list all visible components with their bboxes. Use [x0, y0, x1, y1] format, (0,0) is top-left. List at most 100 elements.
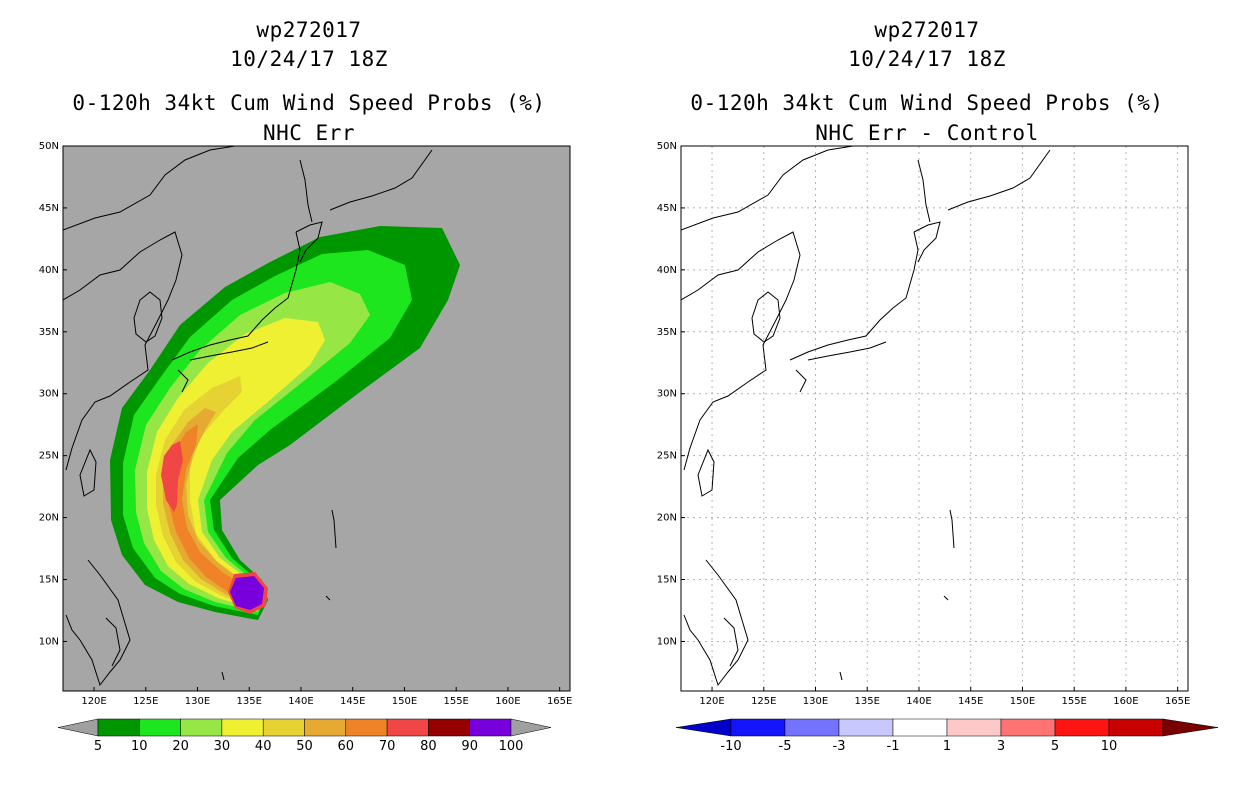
left-subtitle: NHC Err [262, 121, 355, 145]
colorbar-label: 5 [94, 739, 102, 754]
right-lon-label: 155E [1061, 696, 1086, 707]
left-map-frame [62, 145, 571, 692]
colorbar-label: 10 [131, 739, 148, 754]
right-date: 10/24/17 18Z [848, 47, 1006, 71]
left-lon-label: 155E [443, 696, 468, 707]
right-map-background [681, 146, 1188, 691]
colorbar-swatch [345, 718, 388, 737]
right-lat-label: 20N [657, 513, 677, 524]
diff-colorbar-label: 10 [1101, 739, 1118, 754]
colorbar-label: 100 [499, 739, 524, 754]
right-lon-label: 125E [751, 696, 776, 707]
diff-colorbar-label: 5 [1051, 739, 1059, 754]
diff-colorbar-swatch [730, 718, 786, 737]
colorbar-swatch [262, 718, 305, 737]
left-lon-label: 125E [133, 696, 158, 707]
right-colorbar: -10 -5 -3 -1 1 3 5 10 [675, 718, 1219, 754]
right-lon-label: 165E [1165, 696, 1190, 707]
colorbar-swatch [469, 718, 512, 737]
right-lat-label: 45N [657, 203, 677, 214]
colorbar-swatch [180, 718, 223, 737]
right-axis-ticks: 50N 45N 40N 35N 30N 25N 20N 15N 10N 120E 125E 130E 1… [657, 141, 1191, 707]
colorbar-lower-arrow [57, 718, 99, 737]
diff-colorbar-label: 1 [943, 739, 951, 754]
coastlines-right [681, 146, 1051, 687]
left-lon-label: 165E [547, 696, 572, 707]
right-panel: wp272017 10/24/17 18Z 0-120h 34kt Cum Wi… [618, 0, 1236, 800]
diff-colorbar-upper-arrow [1162, 718, 1219, 737]
right-lon-label: 150E [1010, 696, 1035, 707]
right-lat-label: 40N [657, 265, 677, 276]
diff-colorbar-label: -10 [720, 739, 741, 754]
left-lon-label: 160E [495, 696, 520, 707]
colorbar-label: 30 [214, 739, 231, 754]
right-map: 50N 45N 40N 35N 30N 25N 20N 15N 10N 120E 125E 130E 1… [657, 141, 1219, 754]
right-map-frame [680, 145, 1189, 692]
colorbar-label: 80 [420, 739, 437, 754]
left-lat-label: 45N [39, 203, 59, 214]
left-lat-label: 10N [39, 636, 59, 647]
colorbar-swatch [139, 718, 181, 737]
left-storm-id: wp272017 [256, 18, 362, 42]
colorbar-label: 60 [338, 739, 355, 754]
left-colorbar: 5 10 20 30 40 50 60 70 80 90 100 [57, 718, 552, 754]
right-product-title: 0-120h 34kt Cum Wind Speed Probs (%) [690, 91, 1164, 115]
diff-colorbar-swatch [892, 718, 948, 737]
colorbar-swatch [304, 718, 347, 737]
diff-colorbar-swatch [1108, 718, 1164, 737]
left-lon-label: 140E [288, 696, 313, 707]
right-lon-label: 135E [855, 696, 880, 707]
diff-colorbar-label: 3 [997, 739, 1005, 754]
left-lat-label: 20N [39, 513, 59, 524]
right-lat-label: 30N [657, 389, 677, 400]
left-lon-label: 130E [185, 696, 210, 707]
right-storm-id: wp272017 [874, 18, 980, 42]
coastlines [63, 146, 433, 687]
left-lat-label: 15N [39, 575, 59, 586]
left-lon-label: 150E [392, 696, 417, 707]
left-lat-label: 25N [39, 451, 59, 462]
colorbar-label: 70 [379, 739, 396, 754]
left-lon-label: 135E [237, 696, 262, 707]
left-lat-label: 40N [39, 265, 59, 276]
diff-colorbar-swatch [1000, 718, 1056, 737]
left-panel: wp272017 10/24/17 18Z 0-120h 34kt Cum Wi… [39, 18, 573, 754]
left-lon-label: 145E [340, 696, 365, 707]
right-lon-label: 140E [906, 696, 931, 707]
right-subtitle: NHC Err - Control [815, 121, 1039, 145]
left-lat-label: 30N [39, 389, 59, 400]
right-lon-label: 130E [803, 696, 828, 707]
right-lat-label: 50N [657, 141, 677, 152]
diff-colorbar-label: -5 [779, 739, 792, 754]
left-date: 10/24/17 18Z [230, 47, 388, 71]
colorbar-upper-arrow [510, 718, 552, 737]
right-lon-label: 120E [699, 696, 724, 707]
left-lon-label: 120E [81, 696, 106, 707]
diff-colorbar-label: -1 [887, 739, 900, 754]
left-map: 50N 45N 40N 35N 30N 25N 20N 15N 10N 120E 125E 130E 1… [39, 141, 573, 754]
diff-colorbar-label: -3 [833, 739, 846, 754]
diff-colorbar-swatch [784, 718, 840, 737]
colorbar-swatch [97, 718, 140, 737]
left-axis-ticks: 50N 45N 40N 35N 30N 25N 20N 15N 10N 120E 125E 130E 1… [39, 141, 573, 707]
colorbar-label: 20 [172, 739, 189, 754]
left-lat-label: 35N [39, 327, 59, 338]
diff-colorbar-swatch [838, 718, 894, 737]
right-lat-label: 10N [657, 636, 677, 647]
probability-swath [63, 146, 460, 687]
left-product-title: 0-120h 34kt Cum Wind Speed Probs (%) [72, 91, 546, 115]
diff-colorbar-swatch [946, 718, 1002, 737]
prob-contour-70-north [161, 441, 183, 512]
colorbar-label: 50 [296, 739, 313, 754]
diff-colorbar-lower-arrow [675, 718, 732, 737]
right-lat-label: 15N [657, 575, 677, 586]
right-lat-label: 35N [657, 327, 677, 338]
right-lon-label: 145E [958, 696, 983, 707]
colorbar-swatch [221, 718, 264, 737]
diff-colorbar-swatch [1054, 718, 1110, 737]
prob-contour-60 [168, 424, 255, 604]
right-lon-label: 160E [1113, 696, 1138, 707]
colorbar-label: 90 [461, 739, 478, 754]
left-lat-label: 50N [39, 141, 59, 152]
right-lat-label: 25N [657, 451, 677, 462]
